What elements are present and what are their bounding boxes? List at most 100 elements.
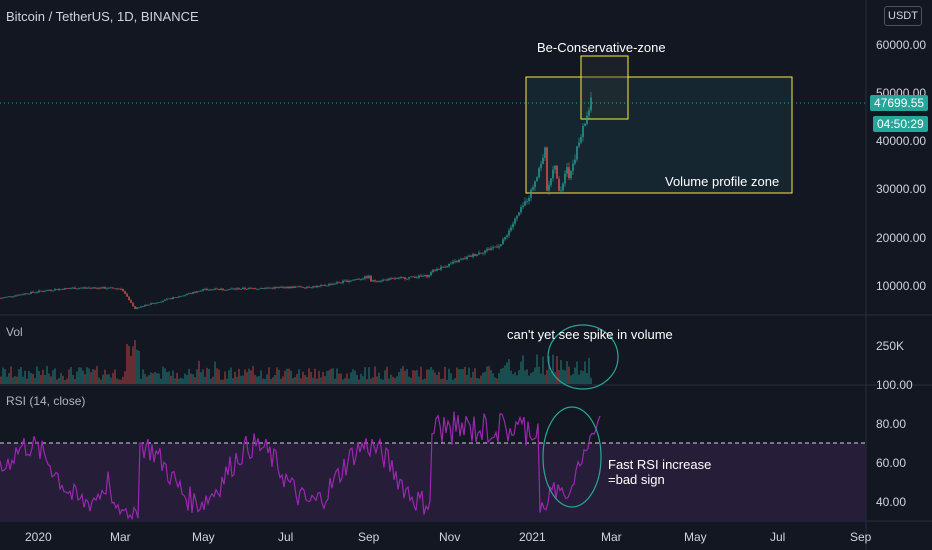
time-tick: 2021 bbox=[519, 530, 546, 544]
candle-body bbox=[62, 288, 64, 290]
candle-body bbox=[68, 288, 70, 290]
volume-ellipse[interactable] bbox=[547, 324, 619, 390]
volume-bar bbox=[112, 372, 114, 384]
volume-bar bbox=[524, 370, 526, 384]
volume-bar bbox=[162, 366, 164, 384]
volume-bar bbox=[474, 368, 476, 384]
volume-bar bbox=[386, 366, 388, 384]
volume-bar bbox=[118, 379, 120, 384]
volume-bar bbox=[146, 376, 148, 384]
volume-bar bbox=[228, 370, 230, 384]
volume-bar bbox=[550, 371, 552, 384]
volume-bar bbox=[114, 369, 116, 384]
volume-bar bbox=[98, 377, 100, 384]
volume-bar bbox=[156, 373, 158, 384]
candle-body bbox=[480, 252, 482, 254]
volume-bar bbox=[476, 377, 478, 384]
candle-body bbox=[264, 287, 266, 289]
candle-body bbox=[374, 280, 376, 282]
candle-body bbox=[134, 306, 136, 309]
candle-body bbox=[470, 255, 472, 257]
currency-button[interactable]: USDT bbox=[884, 6, 922, 26]
candle-body bbox=[414, 277, 416, 279]
volume-bar bbox=[300, 378, 302, 384]
volume-bar bbox=[182, 378, 184, 384]
volume-bar bbox=[142, 369, 144, 384]
candle-body bbox=[310, 287, 312, 289]
volume-bar bbox=[586, 373, 588, 384]
volume-bar bbox=[372, 377, 374, 384]
volume-bar bbox=[108, 374, 110, 384]
volume-bar bbox=[22, 376, 24, 384]
volume-bar bbox=[328, 370, 330, 384]
volume-bar bbox=[16, 376, 18, 384]
candle-body bbox=[90, 287, 92, 289]
volume-bar bbox=[340, 373, 342, 384]
candle-body bbox=[360, 278, 362, 280]
candle-body bbox=[60, 288, 62, 290]
candle-body bbox=[298, 286, 300, 288]
candle-body bbox=[586, 115, 588, 124]
candle-body bbox=[460, 259, 462, 261]
volume-bar bbox=[218, 369, 220, 384]
candle-body bbox=[370, 275, 372, 282]
candle-body bbox=[52, 290, 54, 292]
candle-body bbox=[270, 287, 272, 289]
volume-bar bbox=[318, 371, 320, 384]
volume-bar bbox=[338, 373, 340, 384]
volume-bar bbox=[176, 373, 178, 384]
candle-body bbox=[428, 275, 430, 277]
candle-body bbox=[40, 290, 42, 292]
volume-bar bbox=[360, 373, 362, 384]
volume-bar bbox=[342, 379, 344, 384]
volume-bar bbox=[438, 371, 440, 384]
candle-body bbox=[100, 287, 102, 289]
candle-body bbox=[228, 289, 230, 290]
volume-bar bbox=[574, 367, 576, 384]
candle-body bbox=[350, 280, 352, 282]
volume-bar bbox=[248, 368, 250, 384]
candle-body bbox=[210, 289, 212, 291]
volume-bar bbox=[446, 379, 448, 384]
candle-body bbox=[372, 280, 374, 282]
volume-bar bbox=[26, 378, 28, 384]
volume-bar bbox=[512, 374, 514, 384]
candle-body bbox=[202, 289, 204, 291]
candle-body bbox=[340, 282, 342, 284]
volume-bar bbox=[432, 369, 434, 384]
volume-bar bbox=[534, 367, 536, 384]
volume-bar bbox=[484, 371, 486, 384]
candle-body bbox=[398, 277, 400, 279]
volume-bar bbox=[56, 379, 58, 384]
candle-body bbox=[366, 276, 368, 278]
candle-body bbox=[288, 286, 290, 289]
volume-bar bbox=[348, 378, 350, 384]
candle-body bbox=[186, 294, 188, 295]
candle-body bbox=[212, 289, 214, 291]
candle-body bbox=[94, 287, 96, 289]
volume-bar bbox=[104, 369, 106, 384]
rsi-ellipse[interactable] bbox=[542, 406, 602, 508]
candle-body bbox=[316, 285, 318, 288]
candle-body bbox=[388, 278, 390, 281]
volume-bar bbox=[80, 367, 82, 384]
volume-bar bbox=[440, 379, 442, 384]
volume-bar bbox=[96, 366, 98, 384]
volume-bar bbox=[206, 367, 208, 384]
candle-body bbox=[334, 283, 336, 285]
volume-bar bbox=[502, 367, 504, 384]
candle-body bbox=[48, 290, 50, 291]
volume-bar bbox=[292, 378, 294, 384]
candle-body bbox=[354, 279, 356, 281]
volume-bar bbox=[196, 369, 198, 384]
candle-body bbox=[528, 197, 530, 202]
volume-bar bbox=[158, 373, 160, 384]
volume-bar bbox=[66, 378, 68, 384]
volume-bar bbox=[160, 378, 162, 384]
volume-bar bbox=[558, 370, 560, 384]
candle-body bbox=[392, 278, 394, 280]
candle-body bbox=[206, 288, 208, 290]
conservative-zone[interactable] bbox=[580, 55, 629, 120]
candle-body bbox=[164, 299, 166, 301]
